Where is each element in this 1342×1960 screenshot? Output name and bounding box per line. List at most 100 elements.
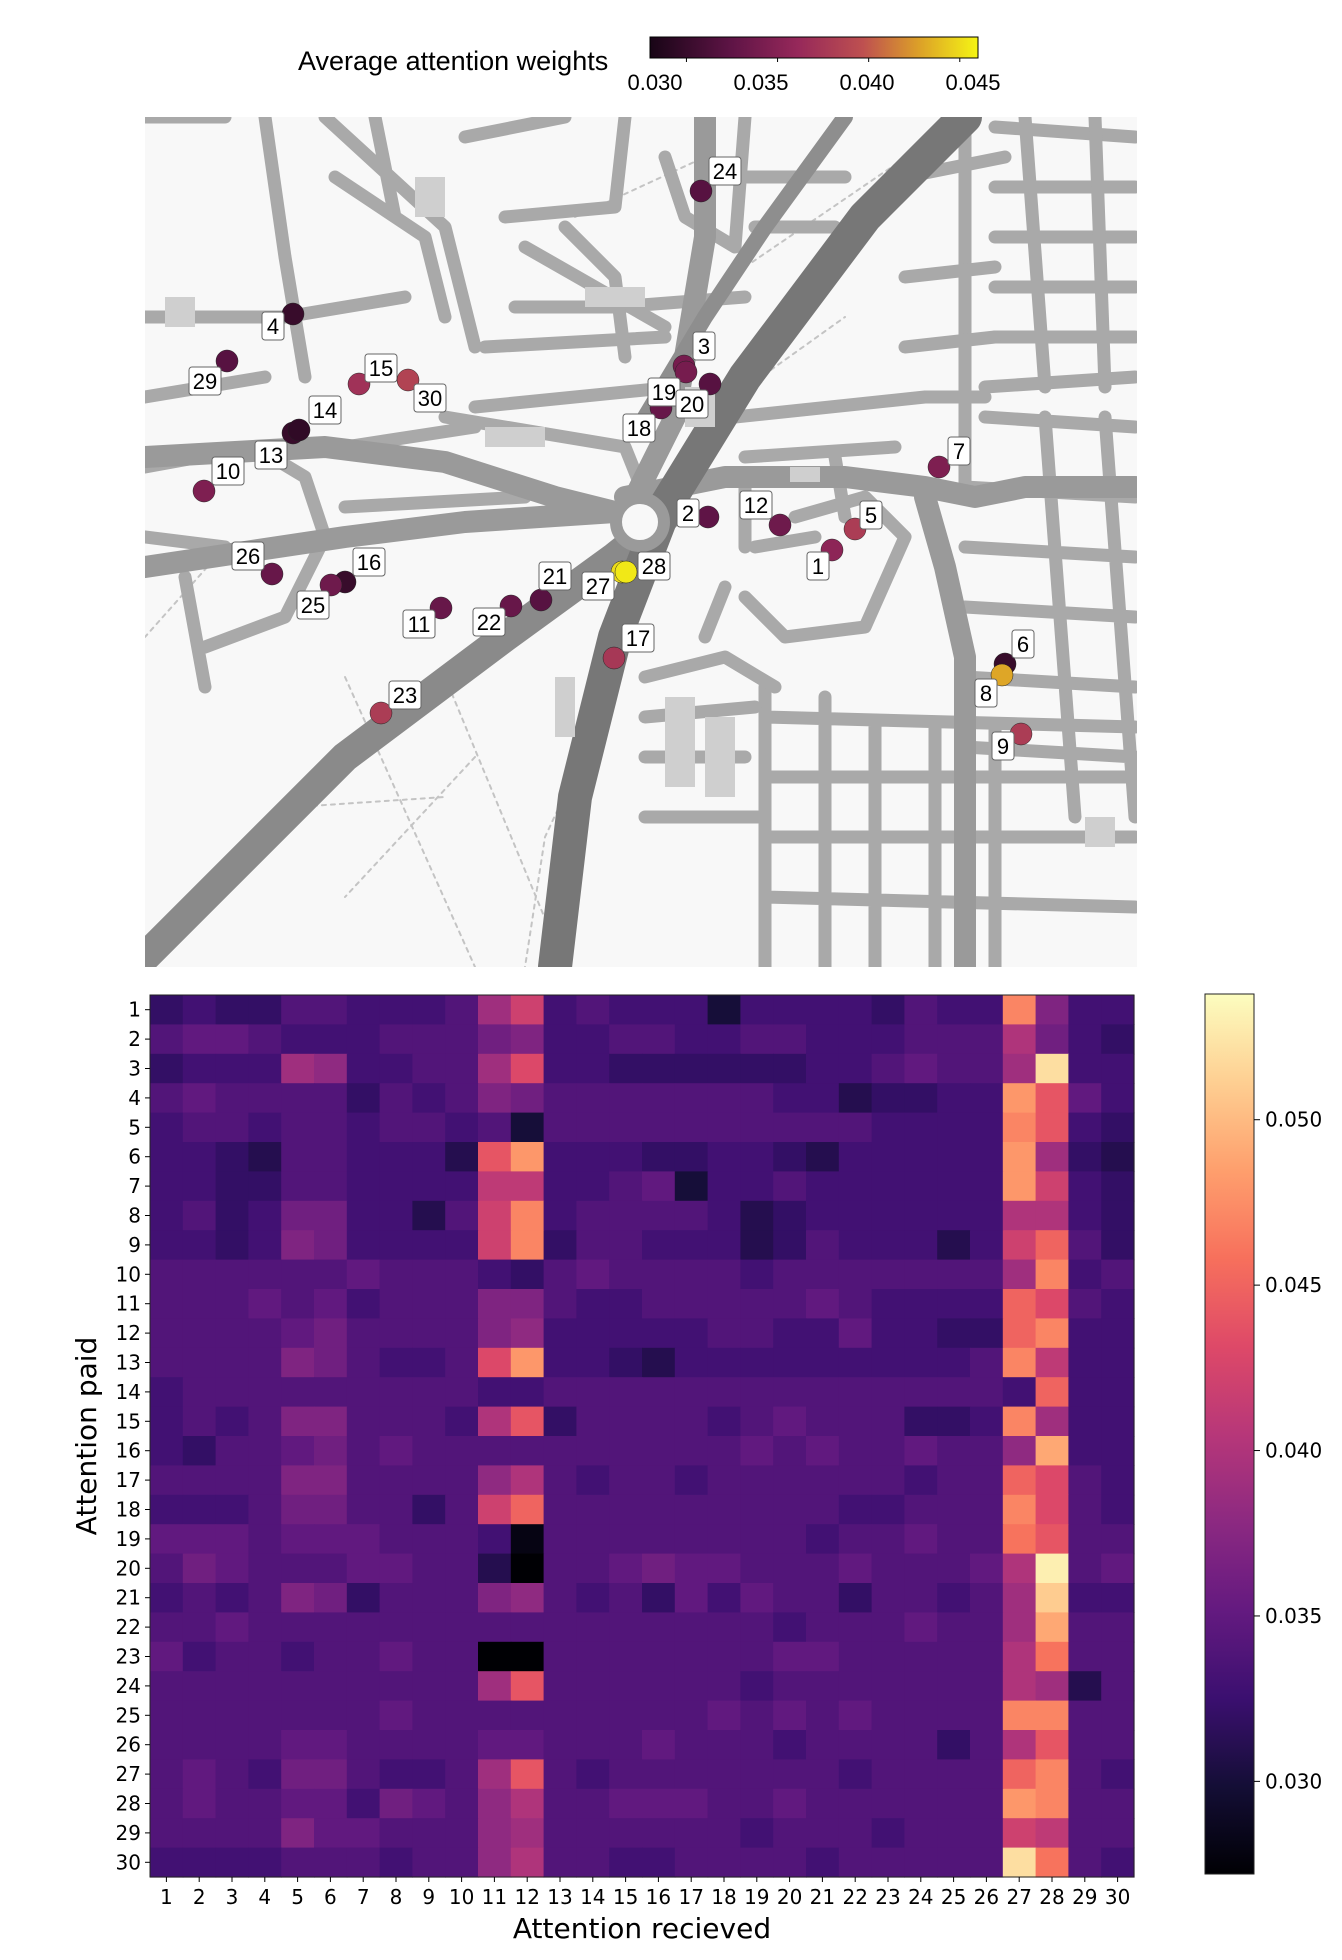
heatmap-cell	[379, 1730, 413, 1760]
heatmap-cell	[838, 1259, 873, 1290]
heatmap-cell	[1068, 1436, 1102, 1466]
heatmap-cell	[1002, 1083, 1037, 1114]
heatmap-cell	[478, 1641, 512, 1672]
heatmap-cell	[674, 1024, 709, 1055]
heatmap-cell	[871, 1171, 905, 1202]
heatmap-cell	[674, 1612, 709, 1643]
map-node-label-box	[261, 311, 285, 341]
y-tick-label: 18	[116, 1498, 141, 1522]
heatmap-cell	[478, 1259, 512, 1290]
map-node: 4	[261, 302, 305, 341]
heatmap-cell	[674, 1436, 709, 1466]
heatmap-cell	[281, 1759, 315, 1790]
heatmap-cell	[773, 1847, 807, 1878]
heatmap-cell	[740, 1553, 774, 1584]
heatmap-cell	[773, 1788, 807, 1819]
heatmap-cell	[871, 1406, 905, 1437]
x-tick-label: 3	[226, 1885, 239, 1909]
heatmap-cell	[543, 1318, 577, 1349]
heatmap-cell	[314, 1730, 348, 1760]
heatmap-cell	[674, 1583, 709, 1613]
heatmap-cell	[281, 1583, 315, 1613]
heatmap-cell	[346, 1700, 381, 1731]
map-node-marker	[689, 179, 713, 203]
heatmap-cell	[1035, 1112, 1069, 1143]
map-node-label: 16	[357, 550, 381, 575]
heatmap-cell	[478, 1053, 512, 1084]
y-tick-label: 8	[128, 1204, 141, 1228]
heatmap-cell	[576, 1112, 610, 1143]
heatmap-cell	[674, 1788, 709, 1819]
heatmap-cell	[773, 1671, 807, 1702]
heatmap-cell	[1002, 1377, 1037, 1408]
heatmap-cell	[445, 1788, 479, 1819]
heatmap-cell	[314, 995, 348, 1025]
heatmap-cell	[281, 1436, 315, 1466]
heatmap-cell	[412, 1524, 446, 1555]
heatmap-cell	[215, 1200, 249, 1231]
x-tick-label: 4	[258, 1885, 271, 1909]
heatmap-cell	[707, 1730, 741, 1760]
heatmap-cell	[1068, 1818, 1102, 1849]
heatmap-cell	[773, 1818, 807, 1849]
y-tick-label: 9	[128, 1233, 141, 1257]
heatmap-cell	[1002, 1730, 1037, 1760]
heatmap-cell	[970, 1377, 1004, 1408]
heatmap-cell	[1035, 1641, 1069, 1672]
heatmap-cell	[445, 1612, 479, 1643]
heatmap-cell	[445, 1289, 479, 1319]
heatmap-cell	[871, 1053, 905, 1084]
y-tick-label: 6	[128, 1145, 141, 1169]
x-tick-label: 5	[291, 1885, 304, 1909]
heatmap-cell	[707, 1641, 741, 1672]
heatmap-cell	[1068, 1494, 1102, 1525]
heatmap-cell	[642, 1818, 676, 1849]
map-node-label: 2	[682, 501, 694, 526]
x-tick-label: 30	[1105, 1885, 1130, 1909]
heatmap-cell	[346, 1612, 381, 1643]
heatmap-cell	[806, 1700, 840, 1731]
heatmap-cell	[346, 1553, 381, 1584]
heatmap-cell	[543, 1142, 577, 1172]
heatmap-cell	[937, 1171, 971, 1202]
heatmap-cell	[937, 1553, 971, 1584]
heatmap-cell	[314, 1377, 348, 1408]
heatmap-cell	[1101, 1318, 1135, 1349]
heatmap-cell	[1002, 1142, 1037, 1172]
heatmap-cell	[937, 1671, 971, 1702]
heatmap-cell	[1002, 1788, 1037, 1819]
x-tick-label: 28	[1039, 1885, 1064, 1909]
map-node-label-box	[991, 731, 1015, 761]
heatmap-cell	[674, 1112, 709, 1143]
heatmap-cell	[707, 1436, 741, 1466]
heatmap-cell	[642, 995, 676, 1025]
map-node-label: 5	[865, 503, 877, 528]
heatmap-cell	[379, 1700, 413, 1731]
map-node-label-box	[676, 498, 700, 528]
map-node: 30	[396, 368, 447, 413]
heatmap-cell	[510, 1406, 545, 1437]
heatmap-cell	[740, 1024, 774, 1055]
heatmap-cell	[576, 1553, 610, 1584]
heatmap-cell	[707, 1700, 741, 1731]
heatmap-cell	[674, 1142, 709, 1172]
heatmap-cell	[1002, 1200, 1037, 1231]
y-tick-label: 24	[116, 1674, 141, 1698]
heatmap-cell	[248, 1289, 282, 1319]
heatmap-cell	[674, 1259, 709, 1290]
heatmap-cell	[740, 1406, 774, 1437]
heatmap-cell	[478, 1583, 512, 1613]
x-tick-label: 22	[842, 1885, 867, 1909]
heatmap-cell	[248, 1553, 282, 1584]
heatmap-cell	[1068, 1142, 1102, 1172]
heatmap-cell	[1035, 1818, 1069, 1849]
heatmap-cell	[904, 1024, 938, 1055]
heatmap-cell	[543, 1436, 577, 1466]
heatmap-cell	[248, 1700, 282, 1731]
heatmap-cell	[543, 1200, 577, 1231]
heatmap-cell	[970, 1259, 1004, 1290]
heatmap-cell	[609, 1112, 643, 1143]
heatmap-cell	[576, 1230, 610, 1261]
heatmap-cell	[543, 995, 577, 1025]
